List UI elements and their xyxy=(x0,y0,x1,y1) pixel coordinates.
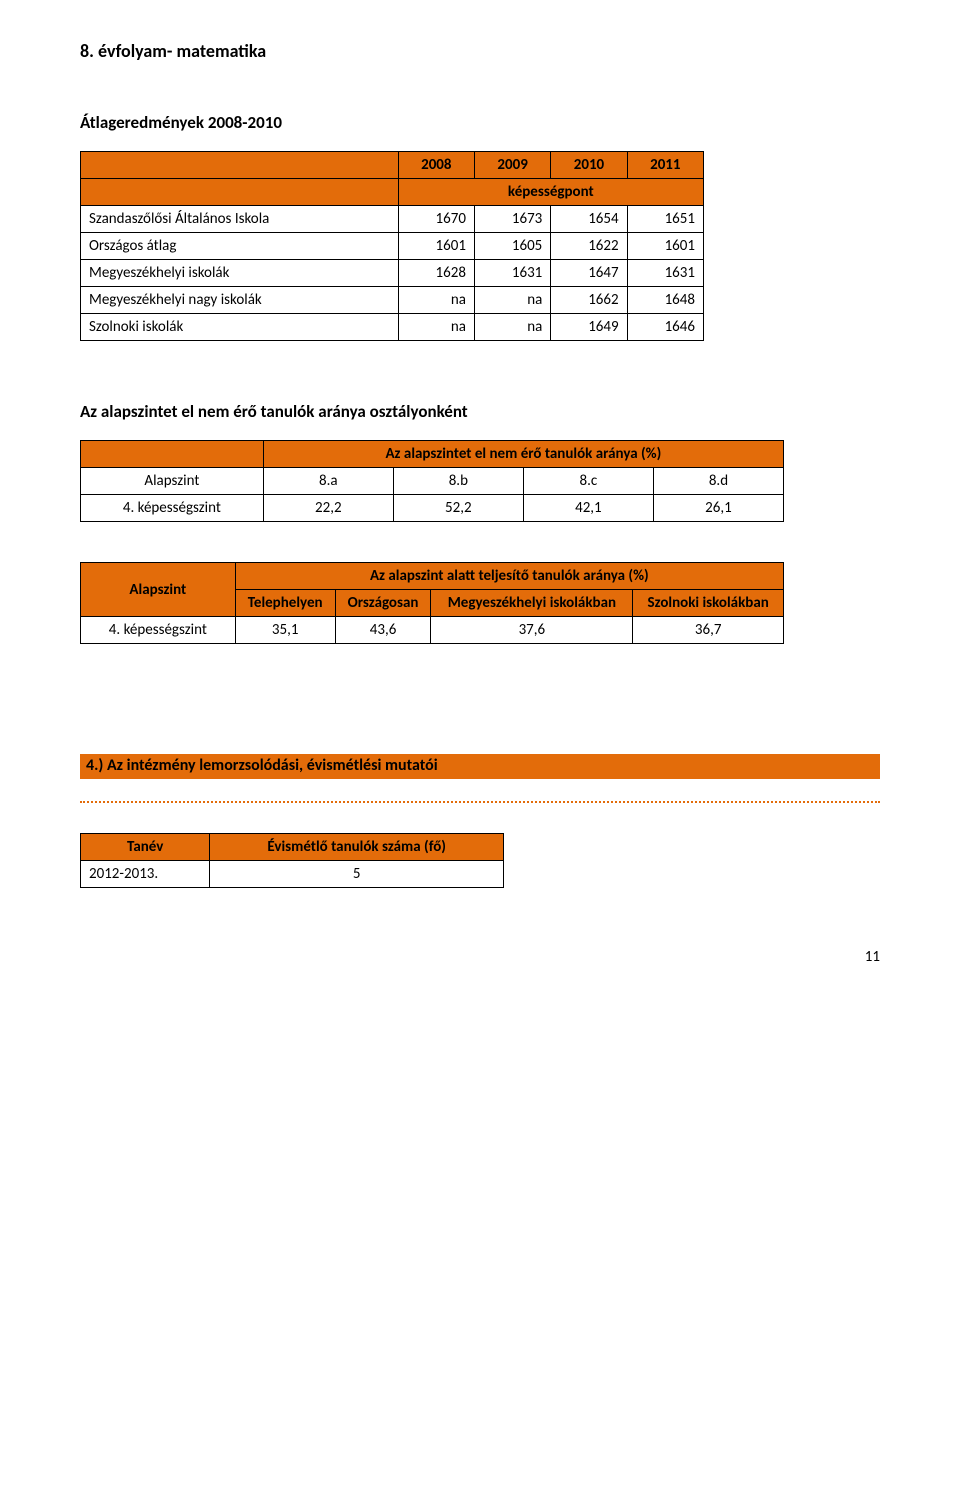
subheader-kepessegpont: képességpont xyxy=(398,179,703,206)
cell: 37,6 xyxy=(431,617,633,644)
dotted-divider xyxy=(80,799,880,803)
cell: na xyxy=(474,287,550,314)
row-label: Szolnoki iskolák xyxy=(81,314,399,341)
cell: 1601 xyxy=(627,233,703,260)
table3-title: Az alapszint alatt teljesítő tanulók ará… xyxy=(235,563,783,590)
col-header: Évismétlő tanulók száma (fő) xyxy=(210,834,504,861)
col-year: 2009 xyxy=(474,152,550,179)
table-row: 4. képességszint 35,1 43,6 37,6 36,7 xyxy=(81,617,784,644)
cell: 1673 xyxy=(474,206,550,233)
cell: 1670 xyxy=(398,206,474,233)
cell: 2012-2013. xyxy=(81,861,210,888)
table-row: 4. képességszint 22,2 52,2 42,1 26,1 xyxy=(81,495,784,522)
row-label: Alapszint xyxy=(81,468,264,495)
cell: 1631 xyxy=(474,260,550,287)
table-row: Szandaszőlősi Általános Iskola 1670 1673… xyxy=(81,206,704,233)
cell: 1651 xyxy=(627,206,703,233)
cell: 1662 xyxy=(551,287,627,314)
cell: 1648 xyxy=(627,287,703,314)
cell: 1654 xyxy=(551,206,627,233)
table-row: Alapszint 8.a 8.b 8.c 8.d xyxy=(81,468,784,495)
cell: 1631 xyxy=(627,260,703,287)
table-row: Megyeszékhelyi nagy iskolák na na 1662 1… xyxy=(81,287,704,314)
cell: 8.c xyxy=(523,468,653,495)
cell: 42,1 xyxy=(523,495,653,522)
averages-table: 2008 2009 2010 2011 képességpont Szandas… xyxy=(80,151,704,341)
cell: 43,6 xyxy=(335,617,431,644)
col-header: Országosan xyxy=(335,590,431,617)
col-header: Megyeszékhelyi iskolákban xyxy=(431,590,633,617)
cell: 1601 xyxy=(398,233,474,260)
table-row: Szolnoki iskolák na na 1649 1646 xyxy=(81,314,704,341)
cell: na xyxy=(398,314,474,341)
averages-subheading: Átlageredmények 2008-2010 xyxy=(80,112,880,133)
table-row: 2012-2013. 5 xyxy=(81,861,504,888)
row-label: Megyeszékhelyi nagy iskolák xyxy=(81,287,399,314)
cell: 1628 xyxy=(398,260,474,287)
repeaters-table: Tanév Évismétlő tanulók száma (fő) 2012-… xyxy=(80,833,504,888)
row-label: Országos átlag xyxy=(81,233,399,260)
cell: 1605 xyxy=(474,233,550,260)
row-header-label: Alapszint xyxy=(81,563,236,617)
col-year: 2008 xyxy=(398,152,474,179)
cell: 1649 xyxy=(551,314,627,341)
section-4-heading-wrap: 4.) Az intézmény lemorzsolódási, évismét… xyxy=(80,754,880,803)
page-number: 11 xyxy=(80,948,880,966)
cell: 8.a xyxy=(263,468,393,495)
section-4-heading: 4.) Az intézmény lemorzsolódási, évismét… xyxy=(80,754,880,779)
below-level-table: Az alapszintet el nem érő tanulók aránya… xyxy=(80,440,784,522)
col-header: Telephelyen xyxy=(235,590,335,617)
row-label: Megyeszékhelyi iskolák xyxy=(81,260,399,287)
cell: na xyxy=(474,314,550,341)
cell: 1646 xyxy=(627,314,703,341)
cell: 5 xyxy=(210,861,504,888)
col-year: 2010 xyxy=(551,152,627,179)
table2-title: Az alapszintet el nem érő tanulók aránya… xyxy=(263,441,783,468)
cell: 26,1 xyxy=(653,495,783,522)
cell: 1647 xyxy=(551,260,627,287)
row-label: 4. képességszint xyxy=(81,617,236,644)
below-level-subheading: Az alapszintet el nem érő tanulók aránya… xyxy=(80,401,880,422)
cell: na xyxy=(398,287,474,314)
col-header: Tanév xyxy=(81,834,210,861)
below-baseline-table: Alapszint Az alapszint alatt teljesítő t… xyxy=(80,562,784,644)
row-label: Szandaszőlősi Általános Iskola xyxy=(81,206,399,233)
cell: 22,2 xyxy=(263,495,393,522)
table-row: Megyeszékhelyi iskolák 1628 1631 1647 16… xyxy=(81,260,704,287)
page-heading: 8. évfolyam- matematika xyxy=(80,40,880,62)
cell: 8.b xyxy=(393,468,523,495)
col-year: 2011 xyxy=(627,152,703,179)
cell: 52,2 xyxy=(393,495,523,522)
col-header: Szolnoki iskolákban xyxy=(633,590,784,617)
row-label: 4. képességszint xyxy=(81,495,264,522)
cell: 1622 xyxy=(551,233,627,260)
table-row: Országos átlag 1601 1605 1622 1601 xyxy=(81,233,704,260)
cell: 35,1 xyxy=(235,617,335,644)
cell: 8.d xyxy=(653,468,783,495)
cell: 36,7 xyxy=(633,617,784,644)
